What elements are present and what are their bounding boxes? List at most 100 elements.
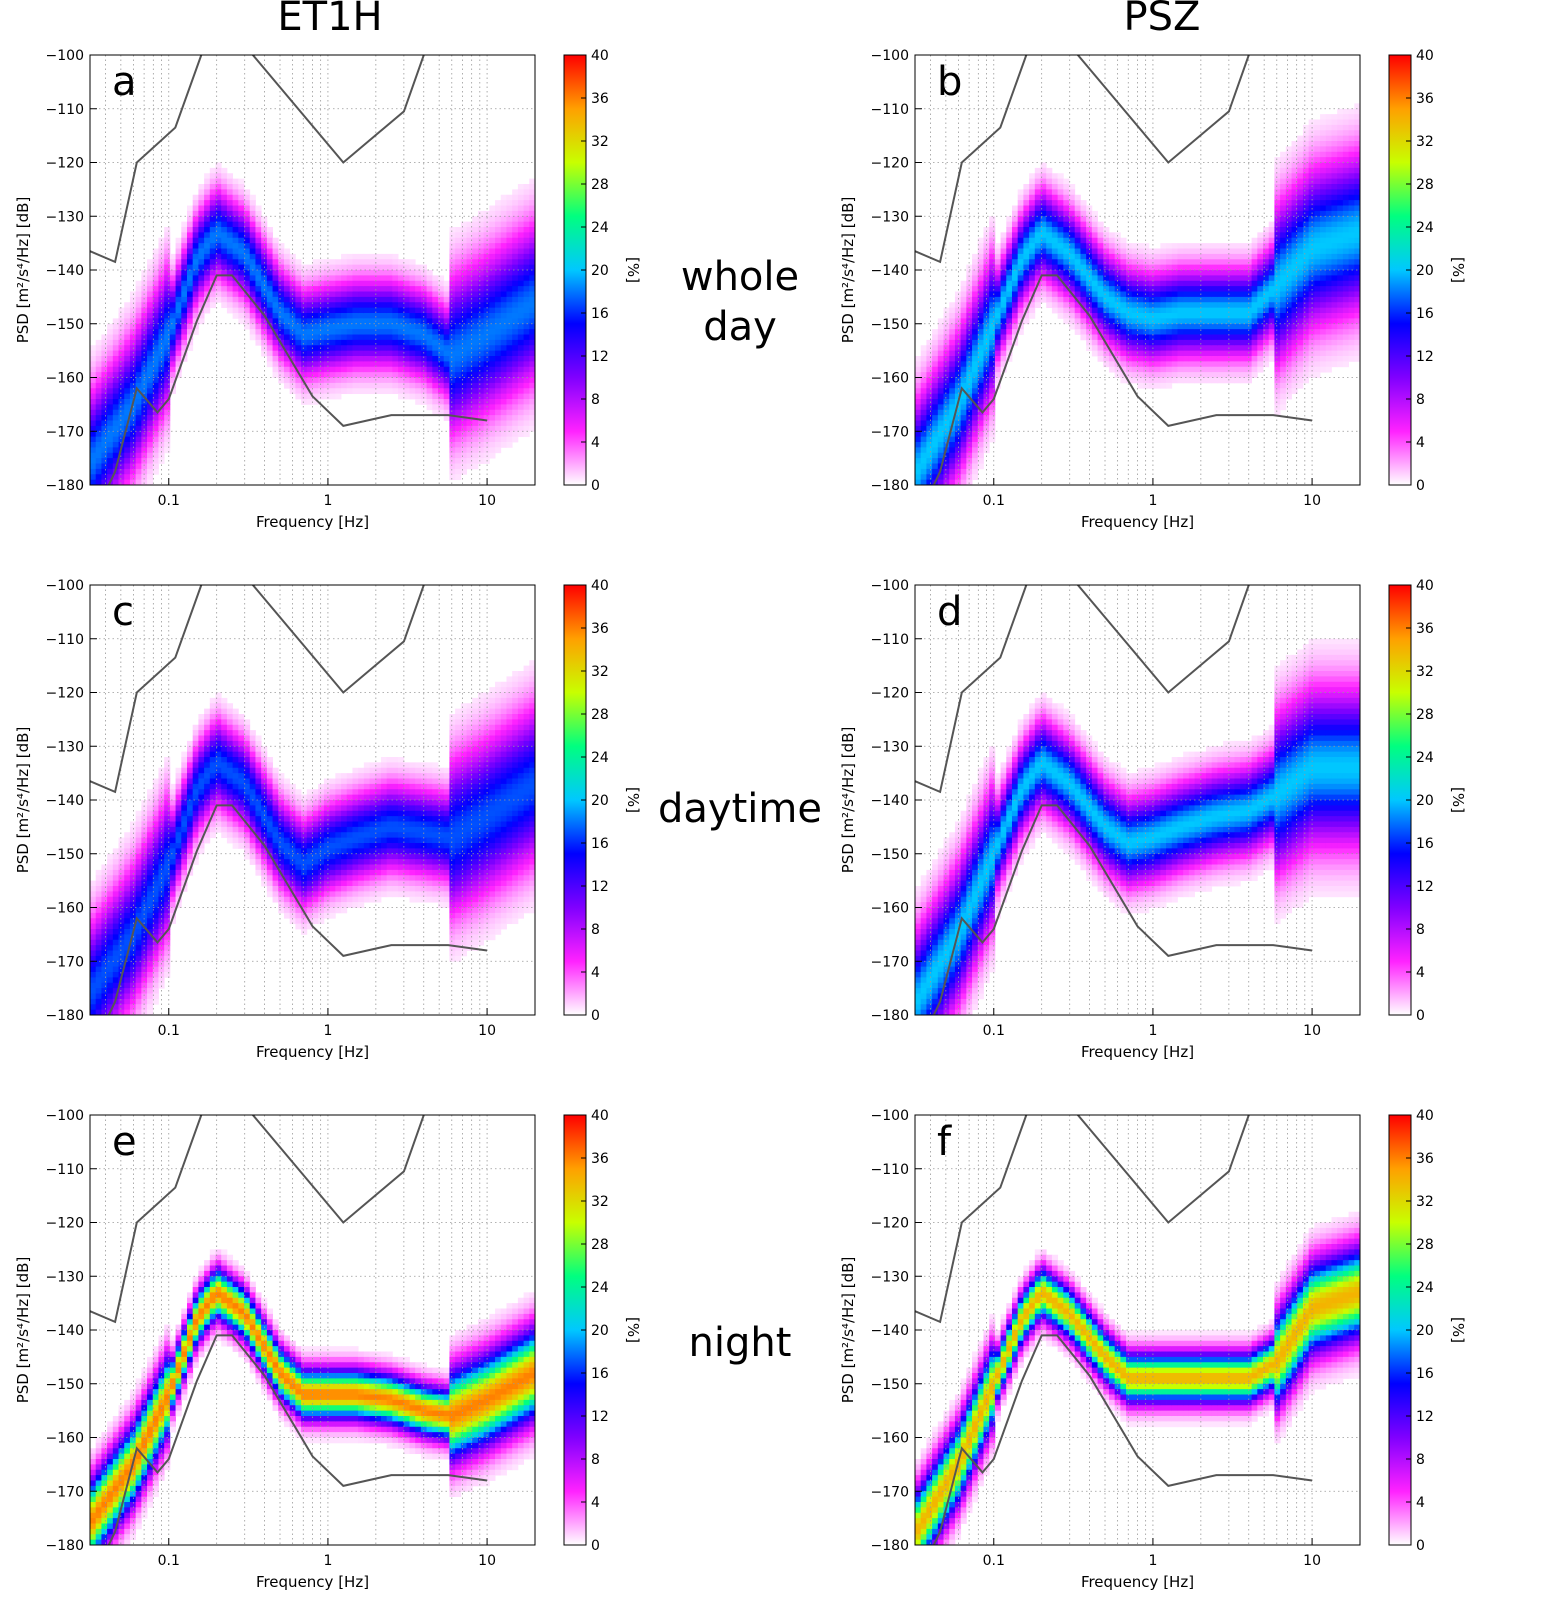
heatmap-cell — [1342, 151, 1349, 158]
heatmap-cell — [1148, 253, 1156, 260]
heatmap-cell — [1337, 270, 1344, 276]
heatmap-cell — [1285, 296, 1292, 303]
heatmap-cell — [198, 313, 205, 319]
heatmap-cell — [932, 452, 939, 459]
heatmap-cell — [1223, 323, 1230, 330]
heatmap-cell — [1171, 248, 1178, 255]
heatmap-cell — [341, 286, 348, 292]
heatmap-cell — [1223, 253, 1230, 260]
heatmap-cell — [415, 291, 422, 298]
heatmap-cell — [192, 232, 199, 239]
heatmap-cell — [477, 227, 485, 233]
heatmap-cell — [1302, 205, 1310, 212]
heatmap-cell — [983, 307, 990, 314]
heatmap-cell — [1069, 259, 1076, 266]
heatmap-cell — [517, 404, 524, 411]
heatmap-cell — [1006, 237, 1013, 244]
heatmap-cell — [101, 377, 108, 384]
heatmap-cell — [1291, 382, 1298, 389]
heatmap-cell — [438, 323, 445, 330]
heatmap-cell — [529, 184, 535, 190]
heatmap-cell — [244, 264, 251, 271]
heatmap-cell — [1331, 253, 1338, 260]
heatmap-cell — [238, 286, 245, 292]
heatmap-cell — [972, 350, 979, 357]
heatmap-cell — [107, 431, 114, 438]
heatmap-cell — [455, 264, 462, 271]
heatmap-cell — [272, 366, 279, 373]
heatmap-cell — [1285, 286, 1292, 292]
heatmap-cell — [1337, 130, 1344, 137]
heatmap-cell — [392, 377, 399, 384]
heatmap-cell — [932, 458, 939, 464]
heatmap-cell — [169, 253, 176, 260]
heatmap-cell — [1320, 184, 1327, 190]
heatmap-cell — [289, 296, 296, 303]
heatmap-cell — [283, 307, 291, 314]
heatmap-cell — [500, 237, 507, 244]
heatmap-cell — [1080, 329, 1087, 335]
heatmap-cell — [249, 270, 256, 276]
heatmap-cell — [1177, 318, 1184, 325]
heatmap-cell — [1302, 291, 1310, 298]
heatmap-cell — [972, 431, 979, 438]
heatmap-cell — [443, 339, 450, 346]
heatmap-cell — [301, 275, 308, 282]
heatmap-cell — [438, 334, 445, 341]
heatmap-cell — [1108, 366, 1116, 373]
heatmap-cell — [192, 253, 199, 260]
heatmap-cell — [1211, 259, 1218, 266]
heatmap-cell — [1131, 350, 1138, 357]
heatmap-cell — [1171, 377, 1178, 384]
heatmap-cell — [409, 275, 416, 282]
heatmap-cell — [1314, 280, 1321, 287]
heatmap-cell — [432, 409, 439, 416]
heatmap-cell — [483, 388, 490, 395]
heatmap-cell — [1029, 205, 1036, 212]
heatmap-cell — [495, 270, 502, 276]
heatmap-cell — [209, 253, 216, 260]
heatmap-cell — [1337, 243, 1344, 249]
heatmap-cell — [1023, 280, 1030, 287]
heatmap-cell — [369, 388, 376, 395]
heatmap-cell — [95, 452, 102, 459]
heatmap-cell — [386, 264, 393, 271]
heatmap-cell — [954, 468, 962, 475]
heatmap-cell — [141, 313, 148, 319]
heatmap-cell — [101, 356, 108, 362]
heatmap-cell — [1337, 162, 1344, 169]
heatmap-cell — [1217, 259, 1224, 266]
heatmap-cell — [1285, 184, 1292, 190]
heatmap-cell — [477, 393, 485, 400]
heatmap-cell — [312, 275, 319, 282]
heatmap-cell — [1325, 124, 1332, 131]
heatmap-cell — [363, 329, 370, 335]
heatmap-cell — [1285, 313, 1292, 319]
heatmap-cell — [512, 291, 519, 298]
heatmap-cell — [255, 339, 262, 346]
heatmap-cell — [512, 329, 519, 335]
heatmap-cell — [244, 302, 251, 309]
heatmap-cell — [1274, 259, 1281, 266]
heatmap-cell — [164, 243, 171, 249]
heatmap-cell — [1280, 313, 1287, 319]
heatmap-cell — [312, 318, 319, 325]
heatmap-cell — [1274, 194, 1281, 201]
heatmap-cell — [1251, 356, 1258, 362]
heatmap-cell — [477, 307, 485, 314]
heatmap-cell — [1302, 361, 1310, 368]
heatmap-cell — [1240, 345, 1247, 352]
heatmap-cell — [529, 302, 535, 309]
heatmap-cell — [386, 313, 393, 319]
heatmap-cell — [1108, 334, 1116, 341]
heatmap-cell — [449, 232, 456, 239]
heatmap-cell — [380, 356, 388, 362]
heatmap-cell — [1223, 345, 1230, 352]
heatmap-cell — [455, 436, 462, 443]
heatmap-cell — [1097, 334, 1104, 341]
heatmap-cell — [954, 318, 962, 325]
heatmap-cell — [983, 313, 990, 319]
heatmap-cell — [147, 409, 154, 416]
heatmap-cell — [380, 361, 388, 368]
heatmap-cell — [1194, 323, 1201, 330]
